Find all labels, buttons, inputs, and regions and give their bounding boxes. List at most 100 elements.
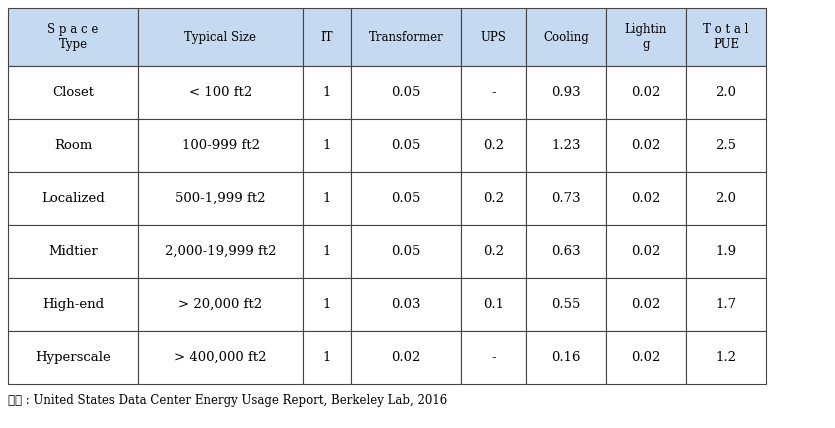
Text: 1: 1 <box>323 139 331 152</box>
Bar <box>303 331 351 384</box>
Text: 1: 1 <box>323 192 331 205</box>
Text: 0.02: 0.02 <box>631 298 660 311</box>
Bar <box>526 8 606 66</box>
Text: 0.63: 0.63 <box>551 245 581 258</box>
Bar <box>686 119 766 172</box>
Text: 2,000-19,999 ft2: 2,000-19,999 ft2 <box>164 245 276 258</box>
Bar <box>686 225 766 278</box>
Bar <box>606 66 686 119</box>
Text: -: - <box>491 86 496 99</box>
Bar <box>606 331 686 384</box>
Text: 0.05: 0.05 <box>392 139 421 152</box>
Text: S p a c e
Type: S p a c e Type <box>48 23 99 51</box>
Text: 0.03: 0.03 <box>392 298 421 311</box>
Text: 0.02: 0.02 <box>631 139 660 152</box>
Bar <box>351 331 461 384</box>
Bar <box>606 225 686 278</box>
Bar <box>606 172 686 225</box>
Bar <box>461 225 526 278</box>
Bar <box>351 278 461 331</box>
Bar <box>138 119 303 172</box>
Text: 1: 1 <box>323 351 331 364</box>
Bar <box>8 119 138 172</box>
Bar <box>8 278 138 331</box>
Bar <box>138 278 303 331</box>
Bar <box>303 172 351 225</box>
Text: IT: IT <box>321 30 333 44</box>
Bar <box>686 331 766 384</box>
Bar <box>351 66 461 119</box>
Text: > 20,000 ft2: > 20,000 ft2 <box>179 298 262 311</box>
Bar <box>461 8 526 66</box>
Text: 0.05: 0.05 <box>392 192 421 205</box>
Bar <box>351 8 461 66</box>
Bar <box>303 225 351 278</box>
Bar <box>8 8 138 66</box>
Bar <box>526 66 606 119</box>
Text: Room: Room <box>54 139 92 152</box>
Text: 0.02: 0.02 <box>631 245 660 258</box>
Text: 0.05: 0.05 <box>392 86 421 99</box>
Text: 100-999 ft2: 100-999 ft2 <box>181 139 260 152</box>
Bar <box>526 119 606 172</box>
Bar <box>351 225 461 278</box>
Bar <box>138 66 303 119</box>
Bar <box>351 119 461 172</box>
Bar <box>303 278 351 331</box>
Text: T o t a l
PUE: T o t a l PUE <box>703 23 749 51</box>
Bar <box>686 66 766 119</box>
Bar <box>138 331 303 384</box>
Text: -: - <box>491 351 496 364</box>
Bar <box>138 172 303 225</box>
Text: Transformer: Transformer <box>368 30 443 44</box>
Text: 1: 1 <box>323 245 331 258</box>
Text: 0.02: 0.02 <box>392 351 421 364</box>
Text: 0.2: 0.2 <box>483 139 504 152</box>
Bar <box>351 172 461 225</box>
Bar <box>526 172 606 225</box>
Text: > 400,000 ft2: > 400,000 ft2 <box>175 351 266 364</box>
Text: Hyperscale: Hyperscale <box>35 351 111 364</box>
Text: 0.55: 0.55 <box>551 298 580 311</box>
Text: 0.1: 0.1 <box>483 298 504 311</box>
Text: UPS: UPS <box>481 30 507 44</box>
Bar <box>461 66 526 119</box>
Text: 2.0: 2.0 <box>716 192 736 205</box>
Bar <box>303 66 351 119</box>
Text: Closet: Closet <box>52 86 94 99</box>
Bar <box>526 331 606 384</box>
Text: 출처 : United States Data Center Energy Usage Report, Berkeley Lab, 2016: 출처 : United States Data Center Energy Us… <box>8 394 448 407</box>
Bar <box>526 278 606 331</box>
Text: Lightin
g: Lightin g <box>625 23 667 51</box>
Text: High-end: High-end <box>42 298 104 311</box>
Bar <box>686 278 766 331</box>
Text: Midtier: Midtier <box>48 245 98 258</box>
Bar <box>8 66 138 119</box>
Text: 0.02: 0.02 <box>631 351 660 364</box>
Text: 0.73: 0.73 <box>551 192 581 205</box>
Text: < 100 ft2: < 100 ft2 <box>189 86 252 99</box>
Text: 2.5: 2.5 <box>716 139 736 152</box>
Text: 1.2: 1.2 <box>716 351 736 364</box>
Text: 1.23: 1.23 <box>551 139 581 152</box>
Bar <box>461 119 526 172</box>
Bar <box>686 172 766 225</box>
Bar <box>606 8 686 66</box>
Text: 0.02: 0.02 <box>631 192 660 205</box>
Text: 1: 1 <box>323 298 331 311</box>
Bar <box>461 278 526 331</box>
Bar <box>8 225 138 278</box>
Text: 0.02: 0.02 <box>631 86 660 99</box>
Text: 0.93: 0.93 <box>551 86 581 99</box>
Bar <box>686 8 766 66</box>
Text: 2.0: 2.0 <box>716 86 736 99</box>
Text: 0.05: 0.05 <box>392 245 421 258</box>
Text: 1.9: 1.9 <box>716 245 736 258</box>
Text: 1: 1 <box>323 86 331 99</box>
Bar <box>138 8 303 66</box>
Bar <box>8 331 138 384</box>
Text: 0.2: 0.2 <box>483 192 504 205</box>
Bar <box>606 119 686 172</box>
Bar <box>526 225 606 278</box>
Bar <box>303 119 351 172</box>
